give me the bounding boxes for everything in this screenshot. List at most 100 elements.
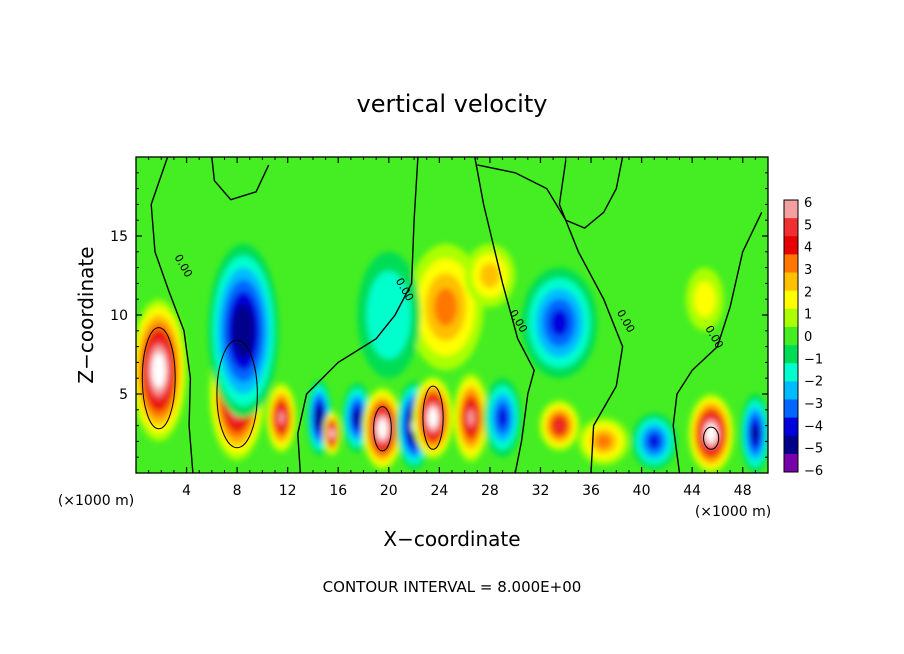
contour-line [150,157,194,473]
velocity-level [376,290,402,340]
closed-contour [422,385,444,450]
velocity-cell [688,394,734,473]
velocity-cell [136,299,187,442]
x-tick-label: 28 [481,483,499,499]
colorbar-swatch [784,236,798,255]
colorbar-tick-label: 4 [804,241,812,256]
velocity-cell [464,243,516,308]
colorbar-swatch [784,290,798,310]
velocity-cell [412,376,454,459]
velocity-level [467,409,475,426]
colorbar-swatch [784,326,798,346]
colorbar-tick-label: 3 [804,263,812,278]
velocity-level [479,263,500,288]
contour-line [474,157,535,473]
x-axis-label: X−coordinate [383,527,520,551]
contour-line [672,211,763,473]
x-tick-label: 44 [683,483,701,499]
velocity-level [648,434,660,449]
velocity-cell [685,267,724,331]
velocity-level [379,423,386,435]
y-axis-label: Z−coordinate [74,246,98,383]
x-tick-label: 8 [233,483,242,499]
velocity-level [550,309,569,337]
colorbar-swatch [784,254,798,274]
x-axis: 4 8 12 16 20 24 28 32 36 40 44 48 [148,157,756,499]
closed-contour [703,426,720,450]
velocity-cell [266,382,297,453]
colorbar-swatch [784,417,798,437]
velocity-cell [539,400,580,451]
colorbar-frame [783,199,799,473]
chart-title: vertical velocity [357,90,548,118]
contour-line [297,157,419,473]
velocity-level [237,315,250,347]
x-tick-label: 12 [279,483,297,499]
colorbar-tick-label: −4 [804,419,823,434]
x-tick-label: 24 [430,483,448,499]
velocity-level [752,425,759,442]
velocity-field [136,243,768,473]
x-unit-label-left: (×1000 m) [58,493,134,509]
y-axis: 5 10 15 [110,172,768,458]
velocity-level [317,410,322,425]
velocity-cell [362,387,403,470]
x-tick-label: 40 [633,483,651,499]
colorbar-swatch [784,363,798,382]
closed-contour [373,406,392,452]
x-tick-label: 16 [329,483,347,499]
x-tick-label: 4 [182,483,191,499]
velocity-cell [323,411,341,456]
plot-area: 0.000.000.00 0.000.00 [136,157,768,473]
velocity-cell [740,394,768,473]
colorbar-swatch [784,308,798,328]
contour-interval-note: CONTOUR INTERVAL = 8.000E+00 [323,578,582,596]
colorbar-tick-label: 1 [804,308,812,323]
velocity-cell [631,412,677,470]
colorbar-tick-label: −5 [804,442,823,457]
closed-contour [216,339,258,449]
velocity-level [555,420,564,431]
colorbar-tick-label: 0 [804,330,812,345]
colorbar-tick-label: 6 [804,196,812,211]
colorbar-swatch [784,435,798,455]
contour-line [211,157,270,201]
velocity-level [278,411,285,424]
velocity-level [330,430,334,437]
colorbar-swatch [784,200,798,219]
velocity-cell [357,251,421,379]
closed-contour [141,327,176,430]
x-tick-label: 32 [532,483,550,499]
x-tick-label: 36 [582,483,600,499]
colorbar-swatch [784,453,798,473]
velocity-level [154,360,163,381]
colorbar-swatch [784,399,798,419]
colorbar-tick-label: 5 [804,218,812,233]
colorbar-tick-label: −6 [804,464,823,479]
colorbar-swatch [784,345,798,364]
y-tick-label: 5 [119,387,128,403]
x-unit-label-right: (×1000 m) [695,504,771,520]
velocity-cell [483,378,522,458]
colorbar-tick-label: −3 [804,397,823,412]
y-tick-label: 10 [110,308,128,324]
velocity-cell [521,267,598,379]
colorbar-swatch [784,272,798,292]
velocity-level [707,427,715,440]
velocity-level [354,410,361,425]
colorbar-swatch [784,381,798,400]
velocity-level [497,408,508,428]
velocity-level [596,434,612,449]
y-tick-label: 15 [110,229,128,245]
x-tick-label: 48 [734,483,752,499]
colorbar-swatch [784,218,798,237]
velocity-cell [578,417,629,466]
colorbar-tick-label: −2 [804,375,823,390]
velocity-level [434,287,458,327]
velocity-level [694,281,716,318]
velocity-cell [453,373,489,462]
colorbar-tick-label: 2 [804,285,812,300]
contour-line [477,157,624,229]
contour-line [558,160,624,473]
